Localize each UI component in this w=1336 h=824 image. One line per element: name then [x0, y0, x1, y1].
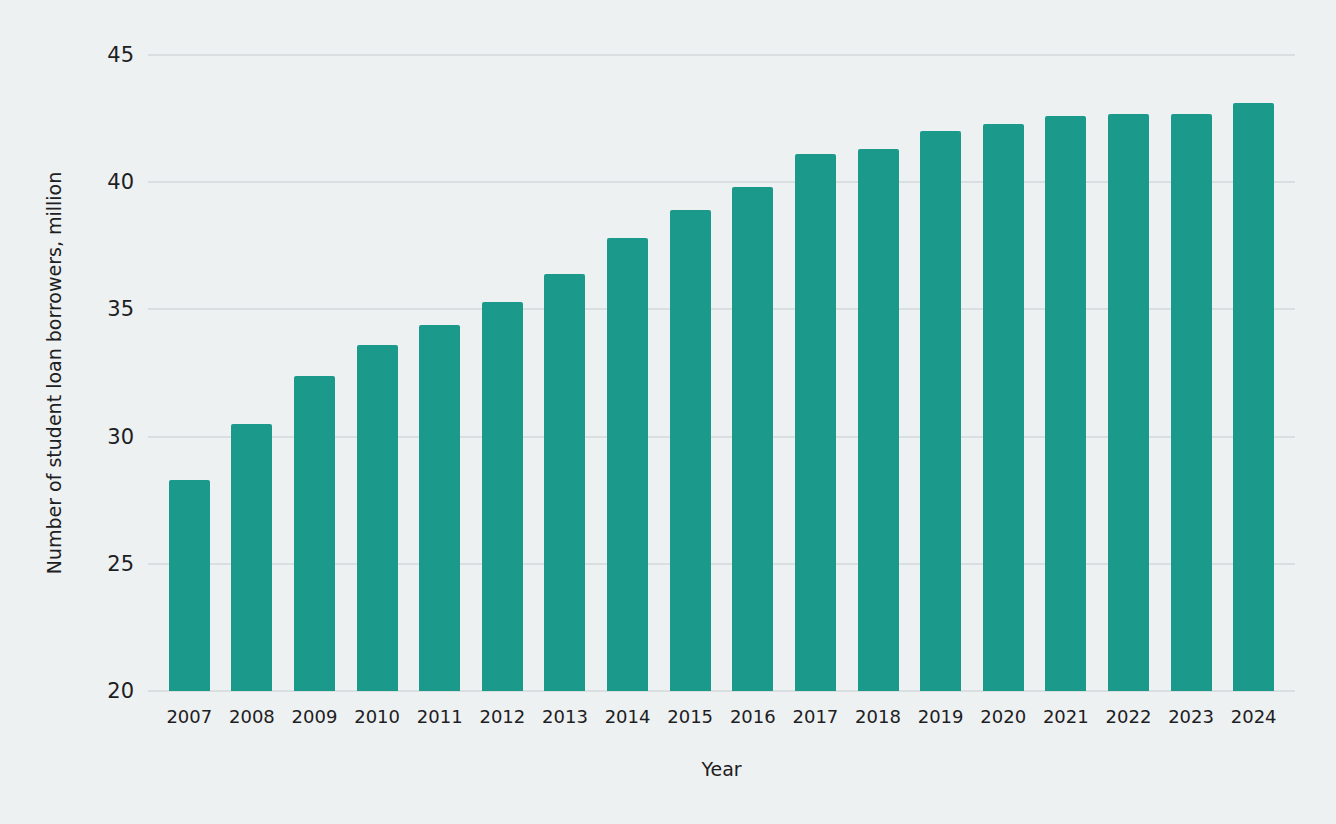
bar-band-2023	[1160, 55, 1223, 691]
y-tick-label-45: 45	[107, 45, 134, 66]
x-tick-label-2020: 2020	[972, 706, 1035, 727]
bar-2024	[1233, 103, 1274, 691]
bar-band-2010	[346, 55, 409, 691]
bar-band-2024	[1222, 55, 1285, 691]
bar-2023	[1171, 114, 1212, 691]
x-tick-label-2024: 2024	[1222, 706, 1285, 727]
x-tick-label-2022: 2022	[1097, 706, 1160, 727]
bar-2014	[607, 238, 648, 691]
y-tick-label-20: 20	[107, 681, 134, 702]
x-tick-labels: 2007200820092010201120122013201420152016…	[158, 706, 1285, 727]
bar-band-2019	[909, 55, 972, 691]
bar-2019	[920, 131, 961, 691]
plot-area: 202530354045 200720082009201020112012201…	[148, 55, 1295, 691]
bar-band-2008	[221, 55, 284, 691]
x-tick-label-2011: 2011	[408, 706, 471, 727]
bar-band-2013	[534, 55, 597, 691]
bar-band-2018	[847, 55, 910, 691]
bar-2015	[670, 210, 711, 691]
x-axis-title: Year	[148, 758, 1295, 780]
bar-chart: Number of student loan borrowers, millio…	[0, 0, 1336, 824]
bar-band-2015	[659, 55, 722, 691]
x-tick-label-2018: 2018	[847, 706, 910, 727]
y-tick-label-25: 25	[107, 553, 134, 574]
bar-2007	[169, 480, 210, 691]
bar-2012	[482, 302, 523, 691]
x-tick-label-2010: 2010	[346, 706, 409, 727]
bar-2009	[294, 376, 335, 691]
x-tick-label-2012: 2012	[471, 706, 534, 727]
x-tick-label-2014: 2014	[596, 706, 659, 727]
bar-band-2016	[721, 55, 784, 691]
bar-2021	[1045, 116, 1086, 691]
bar-band-2012	[471, 55, 534, 691]
x-tick-label-2019: 2019	[909, 706, 972, 727]
bar-2018	[858, 149, 899, 691]
y-axis-title: Number of student loan borrowers, millio…	[43, 172, 65, 575]
x-tick-label-2021: 2021	[1035, 706, 1098, 727]
x-tick-label-2016: 2016	[721, 706, 784, 727]
y-tick-label-35: 35	[107, 299, 134, 320]
bar-band-2020	[972, 55, 1035, 691]
bar-band-2007	[158, 55, 221, 691]
bar-band-2022	[1097, 55, 1160, 691]
bars	[158, 55, 1285, 691]
bar-band-2009	[283, 55, 346, 691]
bar-2013	[544, 274, 585, 691]
x-tick-label-2009: 2009	[283, 706, 346, 727]
bar-2011	[419, 325, 460, 691]
x-tick-label-2008: 2008	[221, 706, 284, 727]
x-tick-label-2017: 2017	[784, 706, 847, 727]
bar-2022	[1108, 114, 1149, 691]
y-tick-label-40: 40	[107, 172, 134, 193]
bar-2017	[795, 154, 836, 691]
x-tick-label-2013: 2013	[534, 706, 597, 727]
bar-2010	[357, 345, 398, 691]
x-tick-label-2007: 2007	[158, 706, 221, 727]
bar-band-2021	[1035, 55, 1098, 691]
x-tick-label-2015: 2015	[659, 706, 722, 727]
x-tick-label-2023: 2023	[1160, 706, 1223, 727]
bar-2008	[231, 424, 272, 691]
bar-2016	[732, 187, 773, 691]
bar-2020	[983, 124, 1024, 691]
bar-band-2011	[408, 55, 471, 691]
bar-band-2014	[596, 55, 659, 691]
bar-band-2017	[784, 55, 847, 691]
y-tick-label-30: 30	[107, 426, 134, 447]
